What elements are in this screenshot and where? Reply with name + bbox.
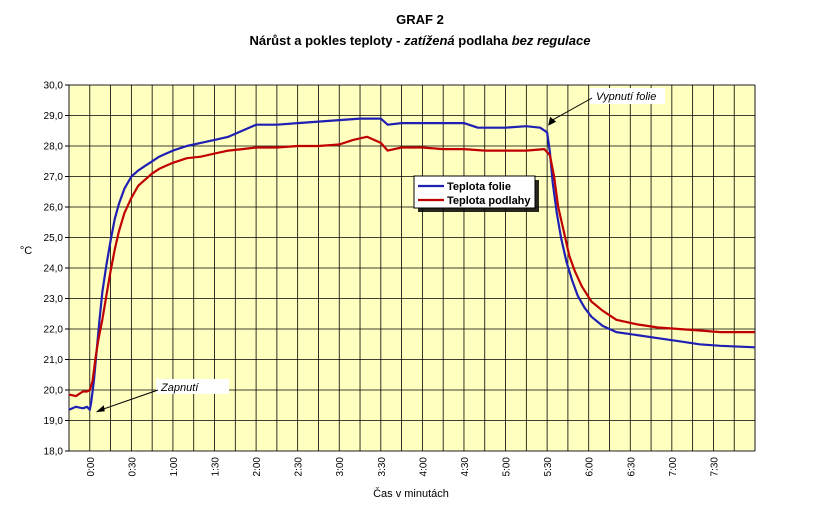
y-tick-label: 30,0 bbox=[44, 81, 64, 92]
grid bbox=[68, 84, 756, 452]
x-tick-label: 1:00 bbox=[169, 457, 180, 477]
x-tick-label: 2:30 bbox=[294, 457, 305, 477]
annotation-box bbox=[590, 88, 665, 104]
subtitle-part: zatížená bbox=[403, 33, 455, 48]
x-axis-label: Čas v minutách bbox=[373, 487, 449, 500]
y-tick-label: 25,0 bbox=[44, 233, 64, 244]
x-tick-label: 4:30 bbox=[460, 457, 471, 477]
x-tick-label: 5:30 bbox=[543, 457, 554, 477]
x-tick-label: 4:00 bbox=[418, 457, 429, 477]
x-axis-ticks: 0:00 0:30 1:00 1:30 2:00 2:30 3:00 3:30 4:00 4:30… bbox=[86, 457, 721, 477]
series-line-teplota-folie bbox=[68, 117, 756, 411]
y-tick-label: 21,0 bbox=[44, 355, 64, 366]
y-axis-ticks: 18,0 19,0 20,0 21,0 22,0 23,0 24,0 25,0 26,0 27,0… bbox=[44, 81, 69, 458]
y-tick-label: 19,0 bbox=[44, 416, 64, 427]
x-tick-label: 7:00 bbox=[668, 457, 679, 477]
x-tick-label: 3:30 bbox=[377, 457, 388, 477]
annotation-zapnuti: Zapnutí bbox=[160, 382, 199, 394]
subtitle-part: bez bbox=[512, 33, 534, 48]
x-tick-label: 0:30 bbox=[127, 457, 138, 477]
annotation-arrow bbox=[99, 389, 159, 411]
y-tick-label: 22,0 bbox=[44, 325, 64, 336]
annotation-arrowhead bbox=[95, 405, 105, 413]
y-tick-label: 29,0 bbox=[44, 111, 64, 122]
series-line-teplota-podlahy bbox=[68, 135, 755, 398]
x-tick-label: 0:00 bbox=[86, 457, 97, 477]
legend-label: Teplota folie bbox=[447, 181, 511, 193]
y-tick-label: 20,0 bbox=[44, 386, 64, 397]
subtitle-part: regulace bbox=[537, 33, 590, 48]
y-tick-label: 23,0 bbox=[44, 294, 64, 305]
x-tick-label: 1:30 bbox=[211, 457, 222, 477]
y-axis-label: °C bbox=[20, 245, 32, 257]
series-group bbox=[68, 117, 756, 411]
x-tick-label: 6:30 bbox=[626, 457, 637, 477]
legend-label: Teplota podlahy bbox=[447, 195, 531, 207]
annotation-arrow bbox=[552, 97, 593, 121]
chart-subtitle: Nárůst a pokles teploty - zatížená podla… bbox=[249, 33, 590, 48]
x-tick-label: 7:30 bbox=[709, 457, 720, 477]
legend: Teplota folie Teplota podlahy bbox=[413, 175, 539, 212]
annotation-box bbox=[156, 379, 229, 394]
subtitle-part: podlaha bbox=[455, 33, 512, 48]
subtitle-part: Nárůst a pokles teploty - bbox=[249, 33, 404, 48]
y-tick-label: 24,0 bbox=[44, 264, 64, 275]
x-tick-label: 5:00 bbox=[502, 457, 513, 477]
annotation-vypnuti-folie: Vypnutí folie bbox=[596, 91, 656, 103]
chart-title: GRAF 2 bbox=[396, 12, 444, 27]
y-tick-label: 27,0 bbox=[44, 172, 64, 183]
annotation-arrowhead bbox=[548, 116, 557, 126]
x-tick-label: 6:00 bbox=[585, 457, 596, 477]
annotations: Zapnutí Vypnutí folie bbox=[95, 88, 665, 413]
y-tick-label: 28,0 bbox=[44, 142, 64, 153]
x-tick-label: 3:00 bbox=[335, 457, 346, 477]
y-tick-label: 18,0 bbox=[44, 447, 64, 458]
y-tick-label: 26,0 bbox=[44, 203, 64, 214]
x-tick-label: 2:00 bbox=[252, 457, 263, 477]
